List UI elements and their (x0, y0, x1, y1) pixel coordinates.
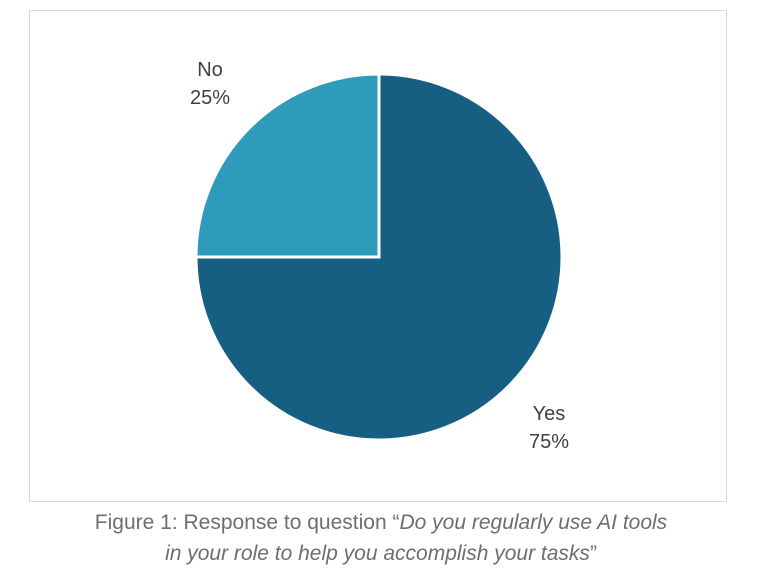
slice-percent-yes: 75% (528, 431, 570, 453)
slice-label-yes: Yes 75% (517, 400, 581, 456)
slice-category-no: No (197, 59, 223, 81)
pie-chart (194, 72, 564, 442)
slice-category-yes: Yes (532, 403, 566, 425)
pie-slice-yes (194, 72, 564, 442)
caption-question-part-2: in your role to help you accomplish your… (165, 542, 590, 565)
figure-caption: Figure 1: Response to question “Do you r… (0, 507, 762, 569)
slice-label-no: No 25% (178, 56, 242, 112)
slice-percent-no: 25% (189, 87, 231, 109)
caption-line-2: in your role to help you accomplish your… (0, 538, 762, 569)
caption-prefix: Figure 1: Response to question “ (94, 511, 400, 534)
caption-line-1: Figure 1: Response to question “Do you r… (0, 507, 762, 538)
caption-question-part-1: Do you regularly use AI tools (399, 511, 668, 534)
pie-slice-no (194, 72, 381, 259)
caption-suffix: ” (589, 542, 597, 565)
